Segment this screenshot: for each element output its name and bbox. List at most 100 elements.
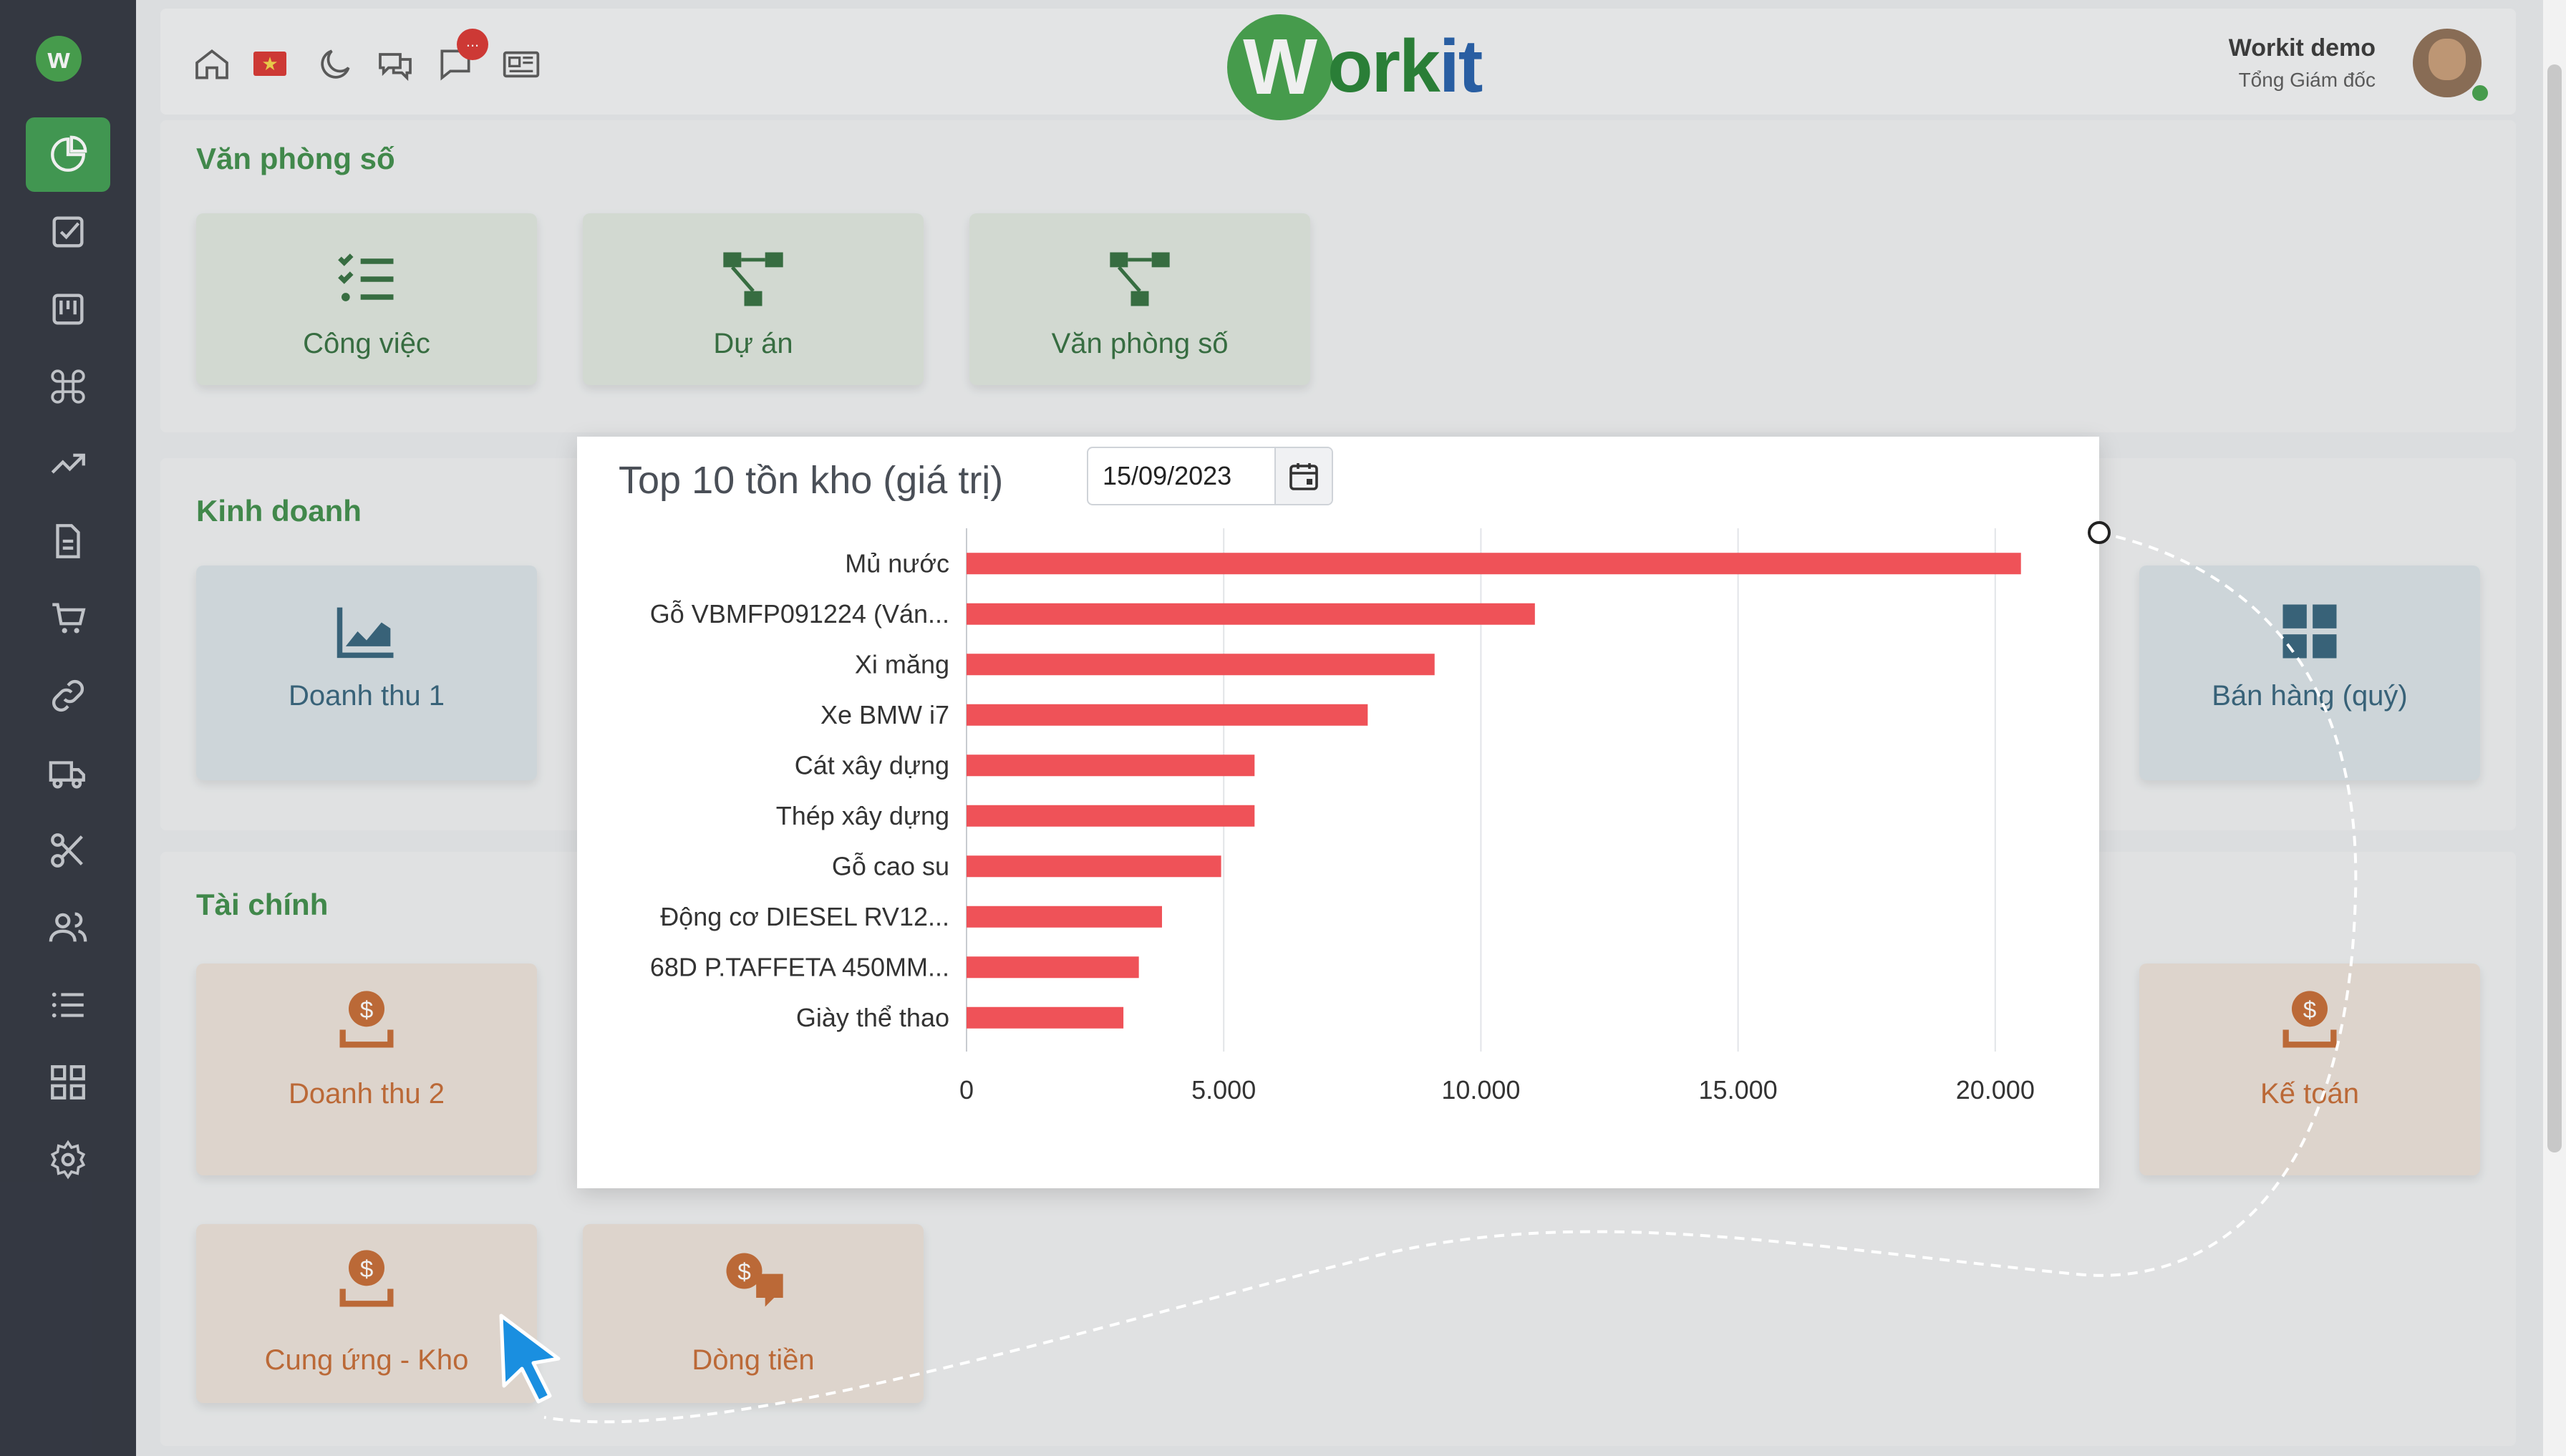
- card-revenue-1[interactable]: Doanh thu 1: [196, 566, 537, 780]
- sidebar-item-users[interactable]: [26, 890, 110, 965]
- card-revenue-2[interactable]: $ Doanh thu 2: [196, 964, 537, 1175]
- y-category-label: Cát xây dựng: [795, 750, 949, 780]
- dark-mode-button[interactable]: [315, 44, 355, 84]
- sidebar-item-growth[interactable]: [26, 427, 110, 501]
- date-input[interactable]: 15/09/2023: [1103, 461, 1232, 490]
- y-category-label: Xe BMW i7: [820, 700, 949, 729]
- section-title: Văn phòng số: [196, 142, 395, 175]
- guide-dashed-path: [543, 531, 2358, 1424]
- notification-badge: ...: [457, 29, 488, 60]
- sidebar-item-settings[interactable]: [26, 1122, 110, 1197]
- y-category-label: Gỗ VBMFP091224 (Ván...: [650, 599, 949, 628]
- card-projects[interactable]: Dự án: [583, 213, 924, 385]
- y-category-label: Gỗ cao su: [832, 851, 949, 880]
- card-label: Doanh thu 1: [289, 680, 445, 712]
- date-picker[interactable]: 15/09/2023: [1087, 447, 1333, 505]
- y-category-label: Động cơ DIESEL RV12...: [660, 902, 949, 931]
- sidebar-item-list[interactable]: [26, 968, 110, 1042]
- bar: [967, 553, 2021, 575]
- app-logo[interactable]: w: [36, 36, 82, 82]
- card-sales-quarter[interactable]: Bán hàng (quý): [2139, 566, 2480, 780]
- sidebar-item-shortcuts[interactable]: [26, 349, 110, 424]
- card-digital-office[interactable]: Văn phòng số: [969, 213, 1310, 385]
- x-tick-label: 10.000: [1441, 1075, 1520, 1105]
- section-title: Tài chính: [196, 888, 329, 921]
- section-finance: Tài chính $ Doanh thu 2 $ Kế toán $ Cung…: [160, 852, 2516, 1446]
- sidebar: w: [0, 0, 136, 1456]
- newspaper-icon: [503, 51, 540, 78]
- sidebar-item-tasks[interactable]: [26, 195, 110, 269]
- mouse-pointer-icon: [499, 1314, 561, 1404]
- card-tasks[interactable]: Công việc: [196, 213, 537, 385]
- brand-wordmark-ork: ork: [1327, 25, 1441, 108]
- chat-bubbles-icon: [379, 53, 412, 82]
- bar: [967, 805, 1255, 827]
- users-icon: [49, 912, 87, 942]
- y-category-label: Giày thể thao: [796, 1003, 949, 1032]
- bar: [967, 855, 1221, 878]
- bar: [967, 704, 1368, 726]
- card-label: Dự án: [713, 328, 793, 359]
- brand-wordmark: orkit: [1327, 24, 1483, 110]
- x-tick-label: 20.000: [1956, 1075, 2035, 1105]
- y-category-label: 68D P.TAFFETA 450MM...: [650, 952, 949, 981]
- guide-start-marker: [2088, 521, 2111, 544]
- svg-text:$: $: [360, 1256, 374, 1283]
- calendar-icon: [1289, 463, 1318, 490]
- flag-star-icon: ★: [261, 53, 279, 74]
- sidebar-item-tools[interactable]: [26, 813, 110, 888]
- card-label: Dòng tiền: [692, 1344, 815, 1376]
- grid-icon: [51, 1065, 85, 1100]
- hierarchy-icon: [1110, 252, 1170, 306]
- chat-button[interactable]: [375, 44, 415, 84]
- home-icon: [195, 49, 228, 79]
- card-supply-warehouse[interactable]: $ Cung ứng - Kho: [196, 1224, 537, 1403]
- y-category-label: Mủ nước: [845, 548, 949, 578]
- x-tick-label: 0: [959, 1075, 974, 1105]
- card-label: Cung ứng - Kho: [264, 1344, 469, 1376]
- bar: [967, 603, 1535, 625]
- calendar-button[interactable]: [1274, 448, 1332, 504]
- sidebar-item-kanban[interactable]: [26, 272, 110, 346]
- avatar[interactable]: [2413, 29, 2482, 97]
- brand-wordmark-it: it: [1438, 25, 1483, 108]
- page-scrollbar[interactable]: [2543, 0, 2566, 1456]
- sidebar-item-apps[interactable]: [26, 1045, 110, 1120]
- checklist-icon: [338, 253, 394, 301]
- brand-logo[interactable]: W orkit: [1227, 9, 1485, 120]
- area-chart-icon: [337, 607, 394, 659]
- news-button[interactable]: [501, 44, 541, 84]
- cart-icon: [52, 603, 86, 634]
- sidebar-item-dashboard[interactable]: [26, 117, 110, 192]
- truck-icon: [49, 761, 85, 789]
- svg-text:$: $: [360, 997, 374, 1024]
- sidebar-item-cart[interactable]: [26, 581, 110, 656]
- sidebar-item-delivery[interactable]: [26, 736, 110, 810]
- brand-logo-mark: W: [1227, 14, 1333, 120]
- money-box-icon: $: [339, 1250, 394, 1307]
- gear-icon: [50, 1140, 86, 1180]
- card-label: Văn phòng số: [1051, 328, 1229, 359]
- pie-chart-icon: [51, 135, 87, 172]
- card-cash-flow[interactable]: $ Dòng tiền: [583, 1224, 924, 1403]
- home-button[interactable]: [192, 44, 232, 84]
- card-accounting[interactable]: $ Kế toán: [2139, 964, 2480, 1175]
- svg-text:$: $: [737, 1259, 751, 1286]
- language-flag-vietnam[interactable]: ★: [253, 52, 286, 76]
- card-label: Doanh thu 2: [289, 1078, 445, 1110]
- link-icon: [52, 679, 84, 712]
- kanban-icon: [52, 293, 84, 325]
- bar: [967, 654, 1435, 676]
- money-chat-icon: $: [726, 1253, 783, 1307]
- sidebar-item-links[interactable]: [26, 659, 110, 733]
- sidebar-item-documents[interactable]: [26, 504, 110, 578]
- bar: [967, 754, 1255, 777]
- avatar-face: [2429, 39, 2466, 80]
- scrollbar-thumb[interactable]: [2547, 64, 2562, 1152]
- user-name: Workit demo: [2228, 34, 2376, 62]
- list-icon: [52, 992, 84, 1018]
- chart-title: Top 10 tồn kho (giá trị): [619, 459, 1004, 502]
- card-label: Bán hàng (quý): [2212, 680, 2408, 712]
